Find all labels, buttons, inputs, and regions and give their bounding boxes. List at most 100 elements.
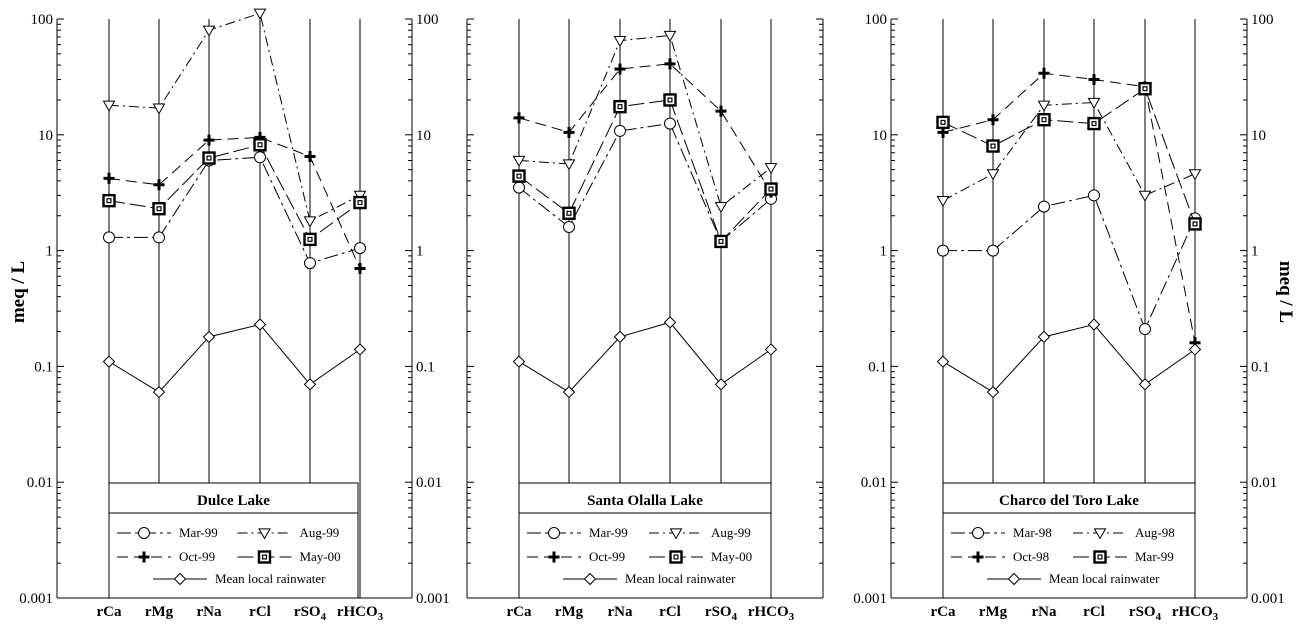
legend-label: Mar-99 xyxy=(589,525,628,540)
data-point-square xyxy=(764,182,778,196)
data-point-triangle-down xyxy=(1188,169,1202,181)
data-point-triangle-down xyxy=(613,36,627,48)
y-tick-label-left: 0.001 xyxy=(853,591,887,607)
data-point-circle xyxy=(153,231,165,244)
legend-marker-plus xyxy=(548,551,560,563)
legend-marker-diamond xyxy=(1007,572,1021,586)
y-tick-label-right: 1 xyxy=(416,244,424,260)
legend-marker-square xyxy=(257,550,272,564)
data-point-diamond xyxy=(1037,330,1051,344)
y-tick-label-right: 100 xyxy=(416,12,439,28)
legend-marker-diamond xyxy=(173,572,187,586)
data-point-plus xyxy=(513,112,525,124)
legend-marker-square xyxy=(669,550,683,564)
y-tick-label-right: 0.01 xyxy=(416,475,442,491)
data-point-circle xyxy=(664,117,676,130)
legend: Charco del Toro Lake Mar-98 Aug-98 Oct-98 Ma… xyxy=(942,482,1196,599)
series-line-0 xyxy=(518,123,772,243)
y-tick-label-left: 0.001 xyxy=(19,591,53,607)
legend-label: Mean local rainwater xyxy=(625,571,736,586)
y-tick-label-right: 0.01 xyxy=(1251,475,1277,491)
legend-marker-triangle-down xyxy=(669,528,683,540)
data-point-plus xyxy=(987,114,999,126)
legend-marker-triangle-down xyxy=(1093,528,1107,540)
data-point-triangle-down xyxy=(1138,190,1152,202)
category-label-rmg: rMg xyxy=(979,604,1008,620)
chart-panel-3: 0.001 0.001 0.01 0.01 0.1 0.1 1 1 10 10 100 100 rCa r… xyxy=(853,12,1285,623)
data-point-triangle-down xyxy=(562,159,576,171)
data-point-triangle-down xyxy=(1037,100,1051,112)
data-point-square xyxy=(936,115,950,130)
data-point-triangle-down xyxy=(1087,97,1101,110)
category-label-rhco3: rHCO3 xyxy=(1172,604,1219,623)
data-point-triangle-down xyxy=(102,100,116,112)
y-tick-label-right: 100 xyxy=(1251,12,1274,28)
y-tick-label-left: 0.1 xyxy=(34,359,53,375)
category-label-rmg: rMg xyxy=(555,604,584,620)
data-point-plus xyxy=(354,263,366,275)
legend-label: Mar-98 xyxy=(1013,525,1052,540)
chart-panel-1: 0.001 0.001 0.01 0.01 0.1 0.1 1 1 10 10 100 100 rCa r… xyxy=(19,8,450,623)
series-line-1 xyxy=(518,34,772,208)
data-point-square xyxy=(613,99,627,114)
data-point-plus xyxy=(1038,67,1050,79)
data-point-diamond xyxy=(986,385,1000,399)
y-tick-label-right: 0.1 xyxy=(416,359,435,375)
category-label-rca: rCa xyxy=(97,604,122,620)
legend-label: May-00 xyxy=(300,549,341,564)
legend-label: Aug-99 xyxy=(711,525,751,540)
series-line-4 xyxy=(518,321,772,393)
data-point-diamond xyxy=(202,330,216,344)
data-point-triangle-down xyxy=(202,25,216,37)
legend-title: Dulce Lake xyxy=(197,493,270,509)
data-point-triangle-down xyxy=(303,216,317,228)
series-line-3 xyxy=(108,144,361,241)
legend-title: Charco del Toro Lake xyxy=(999,493,1139,509)
category-label-rna: rNa xyxy=(608,604,633,620)
data-point-diamond xyxy=(1138,378,1152,391)
legend-title: Santa Olalla Lake xyxy=(587,493,703,509)
data-point-plus xyxy=(563,126,575,138)
category-label-rhco3: rHCO3 xyxy=(748,604,795,623)
data-point-square xyxy=(663,93,677,107)
data-point-diamond xyxy=(102,355,116,368)
data-point-circle xyxy=(1139,323,1151,336)
data-point-diamond xyxy=(663,316,677,329)
legend-marker-diamond xyxy=(583,572,597,586)
category-label-rso4: rSO4 xyxy=(294,604,327,623)
legend: Dulce Lake Mar-99 Aug-99 Oct-99 May-00 Mean l… xyxy=(108,482,359,599)
data-point-square xyxy=(1087,116,1101,131)
legend-label: Oct-98 xyxy=(1013,549,1049,564)
category-label-rcl: rCl xyxy=(1083,604,1105,620)
category-label-rna: rNa xyxy=(197,604,222,620)
y-tick-label-left: 100 xyxy=(31,12,54,28)
data-point-circle xyxy=(563,220,575,233)
data-point-triangle-down xyxy=(986,169,1000,181)
data-point-square xyxy=(102,193,116,208)
category-label-rcl: rCl xyxy=(249,604,271,620)
data-point-circle xyxy=(513,181,525,194)
y-tick-label-left: 0.01 xyxy=(27,475,53,491)
data-point-diamond xyxy=(253,318,267,331)
legend-marker-plus xyxy=(138,551,150,563)
legend-marker-square xyxy=(1093,550,1107,564)
series-line-0 xyxy=(109,156,361,264)
data-point-square xyxy=(152,202,166,216)
data-point-square xyxy=(1188,217,1202,231)
data-point-circle xyxy=(614,124,626,137)
y-tick-label-left: 100 xyxy=(865,12,888,28)
data-point-triangle-down xyxy=(253,8,267,20)
data-point-plus xyxy=(304,150,316,162)
data-point-diamond xyxy=(152,385,166,399)
right-axis-title: meq / L xyxy=(1275,261,1296,323)
data-point-triangle-down xyxy=(512,155,526,167)
category-label-rhco3: rHCO3 xyxy=(337,604,384,623)
data-point-diamond xyxy=(936,355,950,368)
category-label-rcl: rCl xyxy=(659,604,681,620)
data-point-diamond xyxy=(613,330,627,344)
data-point-square xyxy=(303,232,317,247)
category-label-rmg: rMg xyxy=(145,604,174,620)
series-line-4 xyxy=(108,323,361,393)
category-label-rso4: rSO4 xyxy=(705,604,738,623)
